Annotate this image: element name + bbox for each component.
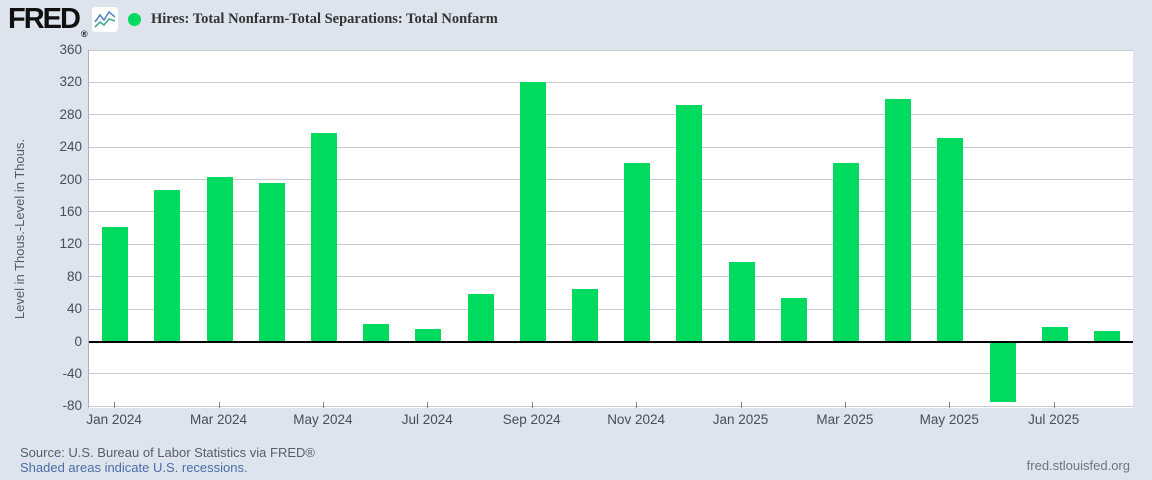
gridline--80 xyxy=(89,405,1133,407)
bar-sep-2024[interactable] xyxy=(519,82,546,342)
bar-jun-2025[interactable] xyxy=(989,341,1016,402)
bar-aug-2024[interactable] xyxy=(467,293,494,342)
y-tick-label-240: 240 xyxy=(59,139,82,155)
recessions-link[interactable]: Shaded areas indicate U.S. recessions. xyxy=(20,460,248,475)
gridline-120 xyxy=(89,243,1133,245)
gridline-240 xyxy=(89,146,1133,148)
x-tick-label-nov-2024: Nov 2024 xyxy=(607,412,665,427)
bar-nov-2024[interactable] xyxy=(624,163,651,342)
gridline-280 xyxy=(89,114,1133,116)
x-tick-label-sep-2024: Sep 2024 xyxy=(502,412,561,427)
registered-mark: ® xyxy=(80,29,88,39)
y-tick-label-200: 200 xyxy=(59,171,82,187)
line-chart-icon xyxy=(92,7,118,32)
site-watermark: fred.stlouisfed.org xyxy=(1026,458,1130,473)
y-tick-label-280: 280 xyxy=(59,106,82,122)
x-tick-label-jul-2024: Jul 2024 xyxy=(401,412,453,427)
x-tick-label-jan-2025: Jan 2025 xyxy=(712,412,769,427)
x-tick-label-jul-2025: Jul 2025 xyxy=(1028,412,1080,427)
y-tick-label-120: 120 xyxy=(59,236,82,252)
bar-mar-2025[interactable] xyxy=(832,162,859,342)
zero-axis-line xyxy=(89,340,1133,343)
x-tick-mark xyxy=(636,402,637,408)
x-tick-label-mar-2024: Mar 2024 xyxy=(189,412,248,427)
bar-jan-2025[interactable] xyxy=(728,262,755,342)
x-tick-mark xyxy=(323,402,324,408)
fred-logo-text: FRED xyxy=(8,3,81,35)
x-tick-mark xyxy=(114,402,115,408)
x-tick-label-may-2025: May 2025 xyxy=(919,412,979,427)
gridline-320 xyxy=(89,81,1133,83)
bar-feb-2024[interactable] xyxy=(154,190,181,342)
bar-apr-2025[interactable] xyxy=(885,98,912,342)
gridline--40 xyxy=(89,373,1133,375)
bar-apr-2024[interactable] xyxy=(258,182,285,342)
x-tick-mark xyxy=(427,402,428,408)
y-tick-label-320: 320 xyxy=(59,74,82,90)
bar-jul-2025[interactable] xyxy=(1041,327,1068,342)
bar-jun-2024[interactable] xyxy=(363,323,390,342)
gridline-360 xyxy=(89,50,1133,51)
x-tick-label-may-2024: May 2024 xyxy=(293,412,353,427)
bar-jan-2024[interactable] xyxy=(102,226,129,342)
plot-area[interactable] xyxy=(88,50,1133,408)
gridline-200 xyxy=(89,179,1133,181)
source-note: Source: U.S. Bureau of Labor Statistics … xyxy=(20,445,315,460)
legend-marker xyxy=(128,13,141,26)
y-tick-label-40: 40 xyxy=(66,301,82,317)
x-tick-mark xyxy=(949,402,950,408)
x-tick-mark xyxy=(741,402,742,408)
y-tick-label--40: -40 xyxy=(62,365,82,381)
y-tick-label-360: 360 xyxy=(59,42,82,57)
x-tick-label-mar-2025: Mar 2025 xyxy=(816,412,874,427)
x-tick-mark xyxy=(219,402,220,408)
gridline-160 xyxy=(89,211,1133,213)
graph-header: FRED ® Hires: Total Nonfarm-Total Separat… xyxy=(0,0,1152,42)
x-tick-label-jan-2024: Jan 2024 xyxy=(86,412,142,427)
y-axis-title: Level in Thous.-Level in Thous. xyxy=(12,138,27,320)
y-tick-label--80: -80 xyxy=(62,398,82,414)
bar-feb-2025[interactable] xyxy=(780,297,807,342)
y-tick-label-160: 160 xyxy=(59,203,82,219)
bar-aug-2025[interactable] xyxy=(1093,331,1120,342)
gridline-40 xyxy=(89,308,1133,310)
bar-oct-2024[interactable] xyxy=(571,288,598,342)
x-tick-mark xyxy=(532,402,533,408)
y-tick-label-80: 80 xyxy=(66,268,82,284)
bar-dec-2024[interactable] xyxy=(676,105,703,342)
gridline-80 xyxy=(89,276,1133,278)
fred-logo[interactable]: FRED ® xyxy=(8,3,88,39)
bar-may-2025[interactable] xyxy=(937,138,964,342)
x-tick-mark xyxy=(1054,402,1055,408)
bar-jul-2024[interactable] xyxy=(415,328,442,342)
x-tick-mark xyxy=(845,402,846,408)
bar-mar-2024[interactable] xyxy=(206,177,233,342)
y-tick-label-0: 0 xyxy=(74,333,82,349)
bar-may-2024[interactable] xyxy=(310,133,337,342)
series-title: Hires: Total Nonfarm-Total Separations: … xyxy=(151,11,498,27)
